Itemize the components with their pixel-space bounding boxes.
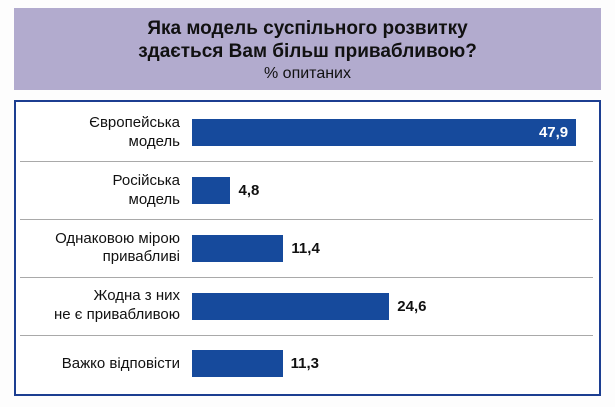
- bar: [192, 292, 390, 320]
- bar-row-none-attractive: Жодна з них не є привабливою 24,6: [20, 278, 593, 336]
- category-label: Російська модель: [112, 171, 180, 208]
- category-label: Однаковою мірою привабливі: [55, 229, 180, 266]
- bar-row-equally-attractive: Однаковою мірою привабливі 11,4: [20, 220, 593, 278]
- category-label: Жодна з них не є привабливою: [53, 287, 180, 324]
- category-label: Важко відповісти: [61, 354, 180, 372]
- chart-title-box: Яка модель суспільного розвитку здається…: [14, 8, 601, 91]
- bar-row-russian-model: Російська модель 4,8: [20, 162, 593, 220]
- bar-row-hard-to-answer: Важко відповісти 11,3: [20, 336, 593, 393]
- value-label: 4,8: [238, 182, 260, 200]
- chart-title-line-1: Яка модель суспільного розвитку: [147, 18, 468, 39]
- category-label: Європейська модель: [89, 113, 180, 150]
- page: Яка модель суспільного розвитку здається…: [14, 8, 601, 397]
- value-label: 11,4: [291, 239, 320, 257]
- bar: [192, 350, 283, 378]
- bar: 47,9: [192, 119, 577, 147]
- bar-zone: 11,3: [192, 336, 593, 393]
- bar: [192, 177, 231, 205]
- value-label: 11,3: [290, 355, 319, 373]
- bar-zone: 24,6: [192, 278, 593, 335]
- chart-subtitle: % опитаних: [264, 65, 351, 83]
- bar-row-european-model: Європейська модель 47,9: [20, 104, 593, 163]
- bar-zone: 47,9: [192, 104, 593, 161]
- chart-panel: Європейська модель 47,9 Російська модель…: [14, 100, 601, 397]
- value-label: 24,6: [397, 297, 427, 315]
- bar-zone: 4,8: [192, 162, 593, 219]
- bar: [192, 234, 284, 262]
- bar-zone: 11,4: [192, 220, 593, 277]
- chart-title-line-2: здається Вам більш привабливою?: [138, 41, 477, 63]
- value-label: 47,9: [538, 124, 569, 142]
